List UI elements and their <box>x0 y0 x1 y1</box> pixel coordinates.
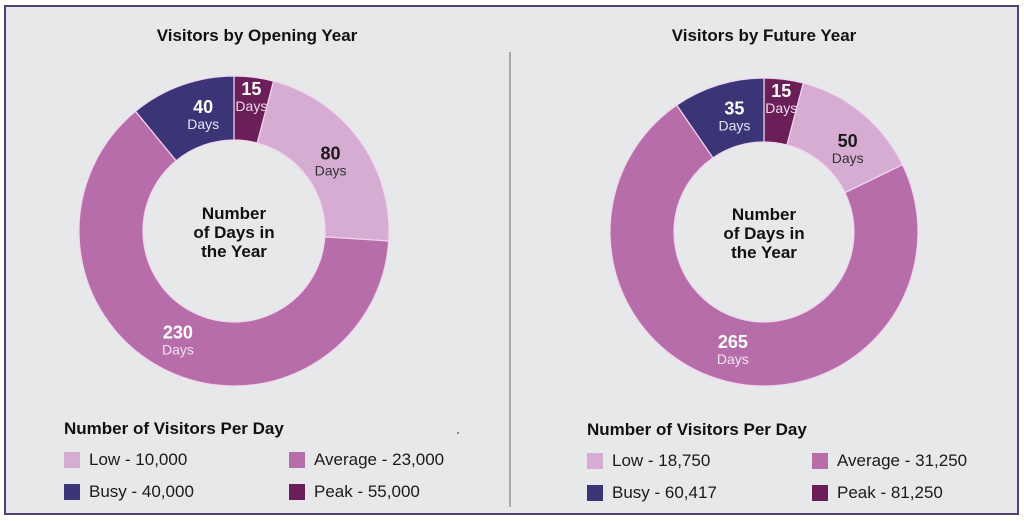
slice-value-label-busy: 35 <box>724 99 744 119</box>
donut-slice-low <box>256 80 390 242</box>
slice-unit-label-busy: Days <box>187 116 219 132</box>
slice-unit-label-peak: Days <box>235 98 267 114</box>
right-legend-title: Number of Visitors Per Day <box>587 420 807 439</box>
left-chart-title: Visitors by Opening Year <box>156 26 358 45</box>
donut-slice-average <box>78 110 390 387</box>
slice-unit-label-average: Days <box>162 341 194 357</box>
center-label-line: of Days in <box>193 223 274 242</box>
slice-value-label-peak: 15 <box>241 79 261 99</box>
slice-value-label-peak: 15 <box>771 81 791 101</box>
center-label-line: of Days in <box>723 224 804 243</box>
legend-label: Peak - 81,250 <box>837 483 943 502</box>
slice-value-label-low: 50 <box>838 131 858 151</box>
right-legend-item-low: Low - 18,750 <box>587 451 710 471</box>
slice-unit-label-low: Days <box>832 150 864 166</box>
legend-label: Peak - 55,000 <box>314 482 420 501</box>
slice-unit-label-peak: Days <box>765 100 797 116</box>
legend-label: Average - 23,000 <box>314 450 445 469</box>
donut-slice-average <box>609 104 919 387</box>
stray-dot <box>457 432 459 434</box>
legend-label: Low - 18,750 <box>612 451 711 470</box>
legend-label: Low - 10,000 <box>89 450 188 469</box>
slice-value-label-low: 80 <box>321 143 341 163</box>
right-legend-item-busy: Busy - 60,417 <box>587 483 717 503</box>
left-legend-title: Number of Visitors Per Day <box>64 419 284 438</box>
donut-slice-busy <box>134 75 235 162</box>
slice-value-label-average: 265 <box>718 332 748 352</box>
right-legend-item-average: Average - 31,250 <box>812 451 967 471</box>
center-label-line: the Year <box>731 243 797 262</box>
legend-swatch-busy <box>64 484 80 500</box>
legend-label: Busy - 60,417 <box>612 483 717 502</box>
slice-unit-label-average: Days <box>717 351 749 367</box>
center-label-line: Number <box>732 205 797 224</box>
right-chart-title: Visitors by Future Year <box>671 26 857 45</box>
legend-swatch-low <box>64 452 80 468</box>
legend-swatch-busy <box>587 485 603 501</box>
slice-unit-label-low: Days <box>315 162 347 178</box>
legend-swatch-average <box>289 452 305 468</box>
legend-label: Average - 31,250 <box>837 451 968 470</box>
left-legend-item-peak: Peak - 55,000 <box>289 482 420 502</box>
legend-swatch-peak <box>289 484 305 500</box>
legend-swatch-low <box>587 453 603 469</box>
legend-swatch-peak <box>812 485 828 501</box>
left-legend-item-average: Average - 23,000 <box>289 450 444 470</box>
slice-value-label-average: 230 <box>163 322 193 342</box>
legend-swatch-average <box>812 453 828 469</box>
slice-unit-label-busy: Days <box>718 118 750 134</box>
left-legend-item-low: Low - 10,000 <box>64 450 187 470</box>
center-label-line: Number <box>202 204 267 223</box>
donut-slice-busy <box>675 77 765 159</box>
panel-divider <box>509 52 511 507</box>
right-legend-item-peak: Peak - 81,250 <box>812 483 943 503</box>
legend-label: Busy - 40,000 <box>89 482 194 501</box>
slice-value-label-busy: 40 <box>193 97 213 117</box>
left-legend-item-busy: Busy - 40,000 <box>64 482 194 502</box>
center-label-line: the Year <box>201 242 267 261</box>
